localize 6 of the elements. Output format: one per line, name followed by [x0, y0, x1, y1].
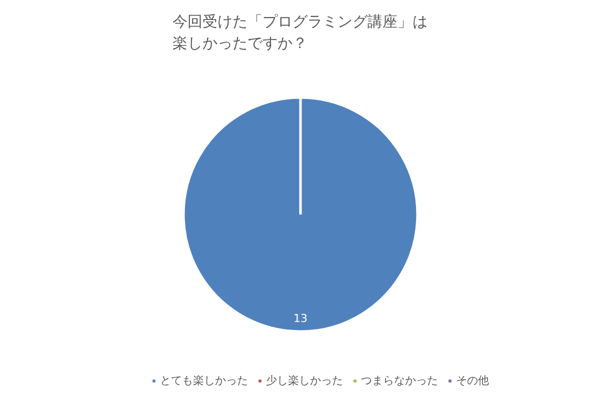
- legend-label: その他: [456, 373, 489, 388]
- chart-title: 今回受けた「プログラミング講座」は楽しかったですか？: [172, 12, 428, 52]
- legend-label: とても楽しかった: [160, 373, 248, 388]
- legend-label: つまらなかった: [361, 373, 438, 388]
- data-label: 13: [294, 312, 308, 325]
- legend-label: 少し楽しかった: [266, 373, 343, 388]
